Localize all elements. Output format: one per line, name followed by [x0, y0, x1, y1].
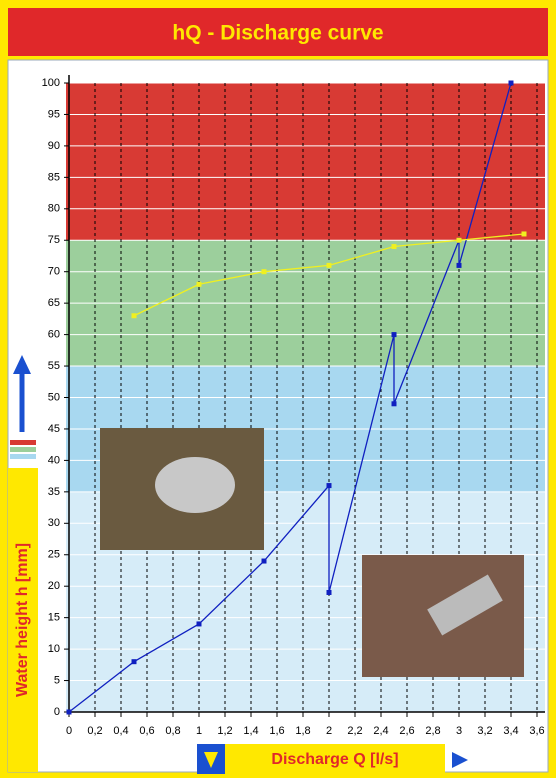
y-tick-label: 10: [48, 643, 60, 655]
zone: [66, 83, 545, 241]
x-tick-label: 2,4: [373, 725, 388, 737]
y-tick-label: 35: [48, 486, 60, 498]
marker: [508, 80, 514, 86]
photo-detail: [427, 574, 503, 636]
x-tick-label: 3,2: [477, 725, 492, 737]
legend-swatch: [10, 454, 36, 459]
x-tick-label: 3: [456, 725, 462, 737]
arrow-head: [204, 752, 218, 768]
y-label-box: [8, 468, 38, 772]
arrow-head: [452, 752, 468, 768]
x-tick-label: 1,2: [217, 725, 232, 737]
x-tick-label: 2: [326, 725, 332, 737]
title-bar: [8, 8, 548, 56]
x-tick-label: 3,4: [503, 725, 518, 737]
marker: [131, 313, 137, 319]
marker: [326, 589, 332, 595]
x-tick-label: 3,6: [529, 725, 544, 737]
x-tick-label: 0,4: [113, 725, 128, 737]
marker: [326, 483, 332, 489]
marker: [196, 621, 202, 627]
marker: [131, 659, 137, 665]
marker: [521, 231, 527, 237]
y-tick-label: 50: [48, 391, 60, 403]
x-tick-label: 1,8: [295, 725, 310, 737]
y-tick-label: 45: [48, 423, 60, 435]
x-tick-label: 0,2: [87, 725, 102, 737]
marker: [261, 269, 267, 275]
y-tick-label: 40: [48, 454, 60, 466]
marker: [261, 558, 267, 564]
y-tick-label: 0: [54, 706, 60, 718]
x-tick-label: 0,6: [139, 725, 154, 737]
x-tick-label: 0,8: [165, 725, 180, 737]
y-tick-label: 100: [42, 77, 60, 89]
photo-detail: [155, 457, 235, 513]
y-tick-label: 95: [48, 108, 60, 120]
y-tick-label: 15: [48, 612, 60, 624]
x-tick-label: 2,2: [347, 725, 362, 737]
legend-swatch: [10, 447, 36, 452]
y-axis-label: Water height h [mm]: [14, 543, 31, 697]
x-tick-label: 1,4: [243, 725, 258, 737]
marker: [391, 332, 397, 338]
marker: [391, 401, 397, 407]
y-tick-label: 55: [48, 360, 60, 372]
x-tick-label: 2,6: [399, 725, 414, 737]
x-tick-label: 1: [196, 725, 202, 737]
y-tick-label: 75: [48, 234, 60, 246]
y-tick-label: 30: [48, 517, 60, 529]
x-tick-label: 1,6: [269, 725, 284, 737]
y-tick-label: 85: [48, 171, 60, 183]
y-tick-label: 65: [48, 297, 60, 309]
marker: [196, 281, 202, 287]
marker: [66, 709, 72, 715]
marker: [391, 244, 397, 250]
x-label-box: [225, 744, 445, 774]
marker: [456, 237, 462, 243]
arrow-head: [13, 355, 31, 374]
y-tick-label: 90: [48, 140, 60, 152]
marker: [456, 262, 462, 268]
y-tick-label: 20: [48, 580, 60, 592]
y-tick-label: 5: [54, 674, 60, 686]
x-tick-label: 2,8: [425, 725, 440, 737]
x-tick-label: 0: [66, 725, 72, 737]
y-tick-label: 70: [48, 266, 60, 278]
y-tick-label: 80: [48, 203, 60, 215]
x-axis-label: Discharge Q [l/s]: [271, 751, 398, 768]
legend-swatch: [10, 440, 36, 445]
marker: [326, 262, 332, 268]
y-tick-label: 25: [48, 549, 60, 561]
chart-title: hQ - Discharge curve: [172, 22, 383, 45]
y-tick-label: 60: [48, 329, 60, 341]
